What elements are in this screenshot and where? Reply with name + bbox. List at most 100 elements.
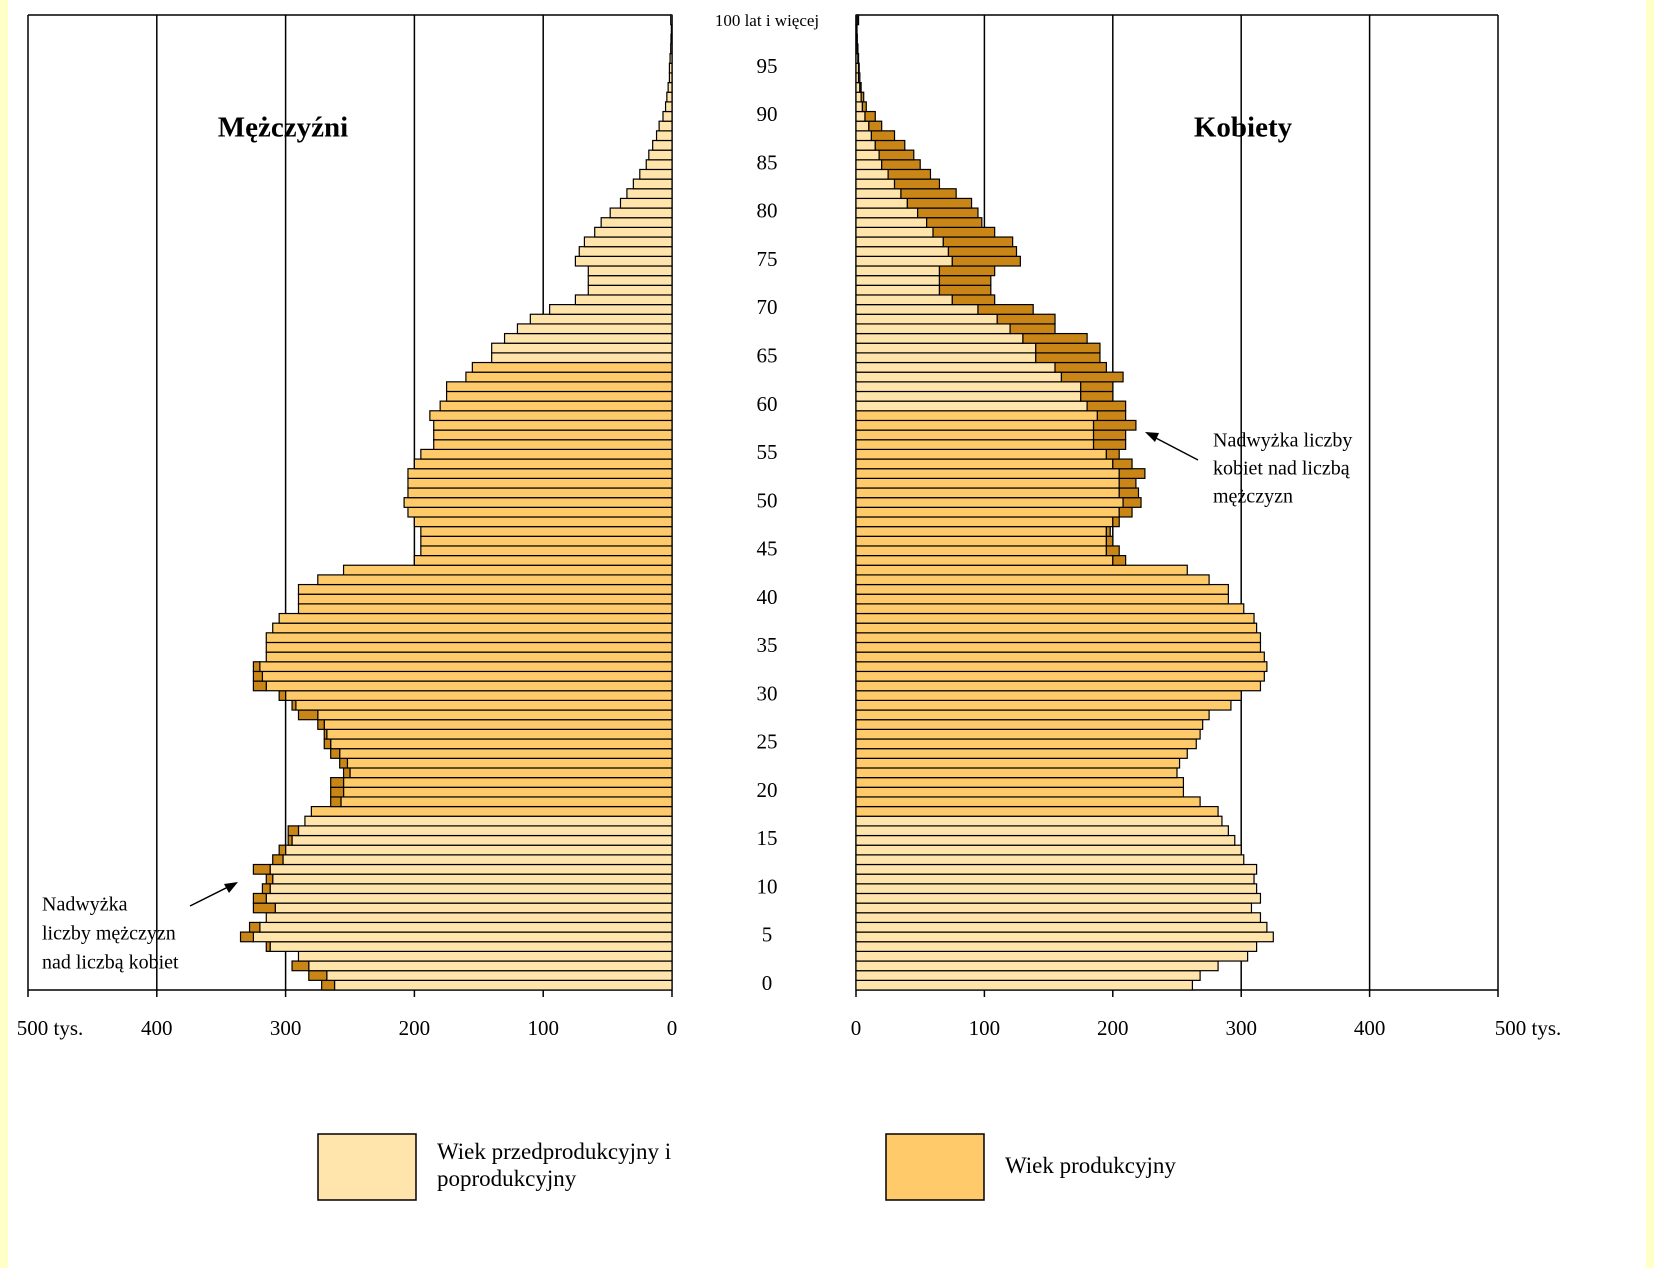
x-tick-label: 400: [141, 1016, 173, 1040]
bar: [429, 410, 673, 422]
bar: [887, 168, 932, 180]
bar: [413, 554, 673, 566]
bar: [1092, 429, 1127, 441]
bar: [855, 545, 1107, 557]
bar: [855, 738, 1197, 750]
bar: [855, 448, 1107, 460]
bar: [861, 101, 867, 113]
bar: [855, 400, 1088, 412]
bar: [1105, 526, 1111, 537]
x-tick-label: 400: [1354, 1016, 1386, 1040]
bar: [1009, 323, 1056, 335]
bar: [503, 332, 673, 344]
bar: [349, 767, 673, 779]
bar: [932, 226, 996, 238]
bar: [855, 265, 941, 277]
bar: [855, 728, 1201, 740]
bar: [859, 81, 862, 93]
bar: [261, 670, 673, 682]
bar: [855, 458, 1114, 470]
bar: [855, 429, 1095, 441]
arrow-head: [1145, 432, 1159, 442]
bar: [239, 931, 255, 943]
bar: [297, 593, 673, 605]
bar: [857, 53, 860, 64]
bar: [326, 728, 673, 740]
bar: [407, 468, 673, 479]
bar: [855, 574, 1210, 586]
bar: [265, 641, 673, 653]
legend-label-box: Wiek produkcyjny: [1005, 1153, 1176, 1178]
bar: [947, 246, 1018, 257]
bar: [578, 246, 673, 257]
bar: [407, 477, 673, 489]
bar: [339, 748, 673, 759]
annotation: Nadwyżka: [42, 894, 128, 916]
bar: [330, 786, 345, 798]
bar: [252, 931, 673, 943]
age-label: 60: [757, 392, 778, 416]
bar: [855, 748, 1188, 759]
bar: [855, 931, 1274, 943]
bar: [855, 825, 1229, 837]
bar: [1080, 390, 1114, 402]
bar: [265, 632, 673, 644]
bar: [856, 43, 859, 55]
bar: [516, 323, 673, 335]
age-label: 80: [757, 199, 778, 223]
bar: [491, 352, 673, 364]
bar: [274, 902, 673, 914]
bar: [893, 178, 941, 190]
age-label: 10: [757, 874, 778, 898]
bar: [855, 593, 1229, 605]
bar: [668, 72, 673, 84]
bar: [333, 979, 673, 991]
bar: [287, 825, 300, 837]
bar: [248, 921, 261, 933]
bar: [1122, 497, 1142, 508]
bar: [855, 941, 1258, 952]
bar: [855, 439, 1095, 451]
bar: [326, 970, 673, 981]
bar: [855, 246, 950, 257]
bar: [881, 159, 921, 171]
x-tick-label: 300: [270, 1016, 302, 1040]
bar: [549, 304, 673, 315]
bar: [407, 506, 673, 518]
bar: [278, 612, 673, 624]
bar: [855, 275, 941, 286]
age-label: 65: [757, 344, 778, 368]
bar: [261, 883, 271, 895]
bar: [855, 352, 1037, 364]
bar: [265, 680, 673, 692]
bar: [259, 921, 673, 933]
bar: [433, 439, 673, 451]
age-label: 75: [757, 247, 778, 271]
background: [8, 0, 1646, 1268]
x-tick-label: 500 tys.: [17, 1016, 84, 1040]
x-tick-label: 100: [969, 1016, 1001, 1040]
bar: [855, 622, 1258, 634]
bar: [317, 574, 673, 586]
bar: [269, 863, 673, 875]
bar: [951, 294, 996, 306]
bar: [856, 14, 860, 26]
bar: [855, 506, 1120, 518]
left-title: Mężczyźni: [218, 112, 348, 144]
bar: [1105, 535, 1114, 547]
bar: [855, 217, 928, 228]
bar: [664, 101, 673, 113]
bar: [645, 159, 673, 171]
bar: [855, 226, 934, 238]
bar: [297, 709, 319, 721]
age-label: 40: [757, 585, 778, 609]
bar: [403, 497, 673, 508]
bar: [855, 844, 1242, 856]
bar: [587, 265, 673, 277]
age-label: 50: [757, 488, 778, 512]
bar: [855, 323, 1011, 335]
bar: [878, 149, 915, 161]
bar: [619, 197, 673, 209]
bar: [855, 690, 1242, 701]
bar: [996, 313, 1056, 325]
